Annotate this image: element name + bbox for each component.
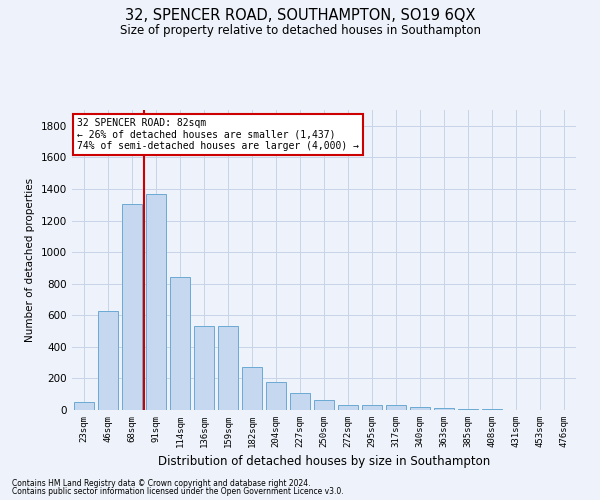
Bar [98, 310, 118, 410]
Bar [242, 366, 262, 410]
Text: Contains public sector information licensed under the Open Government Licence v3: Contains public sector information licen… [12, 487, 344, 496]
Bar [218, 326, 238, 410]
Bar [362, 406, 382, 410]
Text: Contains HM Land Registry data © Crown copyright and database right 2024.: Contains HM Land Registry data © Crown c… [12, 478, 311, 488]
Bar [290, 394, 310, 410]
Bar [146, 194, 166, 410]
Bar [410, 407, 430, 410]
Text: 32, SPENCER ROAD, SOUTHAMPTON, SO19 6QX: 32, SPENCER ROAD, SOUTHAMPTON, SO19 6QX [125, 8, 475, 22]
Bar [386, 406, 406, 410]
Bar [434, 408, 454, 410]
Bar [482, 409, 502, 410]
Bar [266, 382, 286, 410]
Bar [338, 406, 358, 410]
Bar [194, 326, 214, 410]
Bar [458, 409, 478, 410]
Text: Size of property relative to detached houses in Southampton: Size of property relative to detached ho… [119, 24, 481, 37]
Bar [74, 402, 94, 410]
Text: 32 SPENCER ROAD: 82sqm
← 26% of detached houses are smaller (1,437)
74% of semi-: 32 SPENCER ROAD: 82sqm ← 26% of detached… [77, 118, 359, 150]
Y-axis label: Number of detached properties: Number of detached properties [25, 178, 35, 342]
Bar [170, 278, 190, 410]
Bar [314, 400, 334, 410]
X-axis label: Distribution of detached houses by size in Southampton: Distribution of detached houses by size … [158, 456, 490, 468]
Bar [122, 204, 142, 410]
